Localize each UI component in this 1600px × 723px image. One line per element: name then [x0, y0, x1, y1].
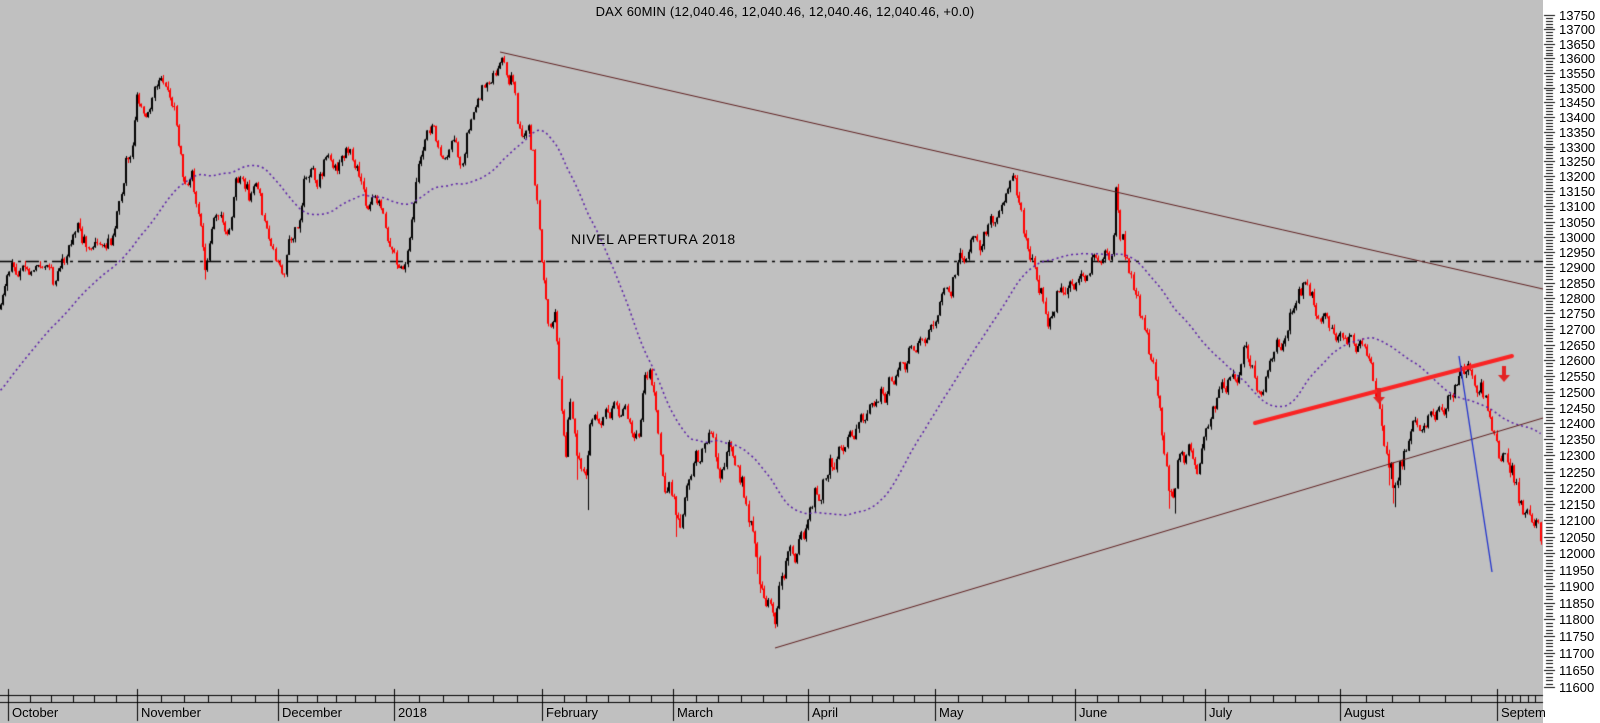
y-tick-label: 12400 [1559, 416, 1596, 432]
y-tick-label: 13750 [1559, 8, 1596, 23]
y-tick-label: 13400 [1559, 109, 1596, 125]
y-tick-label: 12650 [1559, 337, 1596, 353]
x-month-label: March [677, 705, 714, 720]
y-tick-label: 11750 [1559, 629, 1595, 645]
y-tick-label: 13300 [1559, 139, 1596, 155]
chart-title: DAX 60MIN (12,040.46, 12,040.46, 12,040.… [595, 4, 975, 19]
y-tick-label: 12750 [1559, 306, 1596, 322]
y-tick-label: 13000 [1559, 229, 1596, 245]
x-month-label: June [1079, 705, 1108, 720]
x-month-label: May [939, 705, 964, 720]
y-tick-label: 11900 [1559, 579, 1595, 595]
x-month-label: July [1209, 705, 1233, 720]
y-tick-label: 13600 [1559, 51, 1596, 67]
y-tick-label: 13550 [1559, 65, 1596, 81]
y-tick-label: 12800 [1559, 290, 1596, 306]
y-tick-label: 13450 [1559, 95, 1596, 111]
x-month-label: October [12, 705, 59, 720]
x-month-label: 2018 [398, 705, 427, 720]
y-tick-label: 12850 [1559, 275, 1596, 291]
x-month-label: February [546, 705, 599, 720]
y-tick-label: 13100 [1559, 199, 1596, 215]
y-tick-label: 12000 [1559, 546, 1596, 562]
y-tick-label: 12450 [1559, 400, 1596, 416]
x-month-label: August [1344, 705, 1385, 720]
y-tick-label: 13650 [1559, 36, 1596, 52]
open-level-annotation: NIVEL APERTURA 2018 [571, 231, 736, 247]
y-tick-label: 12350 [1559, 432, 1596, 448]
y-tick-label: 13500 [1559, 80, 1596, 96]
y-tick-label: 12550 [1559, 368, 1596, 384]
y-tick-label: 12200 [1559, 480, 1596, 496]
y-tick-label: 13200 [1559, 169, 1596, 185]
y-tick-label: 11650 [1559, 663, 1595, 678]
y-tick-label: 13050 [1559, 214, 1596, 230]
y-tick-label: 12300 [1559, 448, 1596, 464]
y-tick-label: 11800 [1559, 612, 1595, 628]
y-tick-label: 12050 [1559, 529, 1596, 545]
y-tick-label: 12150 [1559, 496, 1596, 512]
y-tick-label: 12700 [1559, 321, 1596, 337]
x-month-label: December [282, 705, 342, 720]
y-tick-label: 12250 [1559, 464, 1596, 480]
y-tick-label: 13150 [1559, 184, 1596, 200]
y-tick-label: 11950 [1559, 562, 1595, 578]
y-tick-label: 12100 [1559, 513, 1596, 529]
x-month-label: April [812, 705, 839, 720]
y-tick-label: 13350 [1559, 124, 1596, 140]
y-tick-label: 11700 [1559, 646, 1595, 662]
y-tick-label: 12950 [1559, 244, 1596, 260]
y-tick-label: 13700 [1559, 22, 1596, 38]
y-tick-label: 11850 [1559, 595, 1595, 611]
y-tick-label: 13250 [1559, 154, 1596, 170]
y-tick-label: 12600 [1559, 353, 1596, 369]
y-tick-label: 12500 [1559, 384, 1596, 400]
x-month-label: November [141, 705, 201, 720]
x-month-label: Septem [1501, 705, 1546, 720]
y-tick-label: 11600 [1559, 680, 1595, 695]
y-tick-label: 12900 [1559, 260, 1596, 276]
